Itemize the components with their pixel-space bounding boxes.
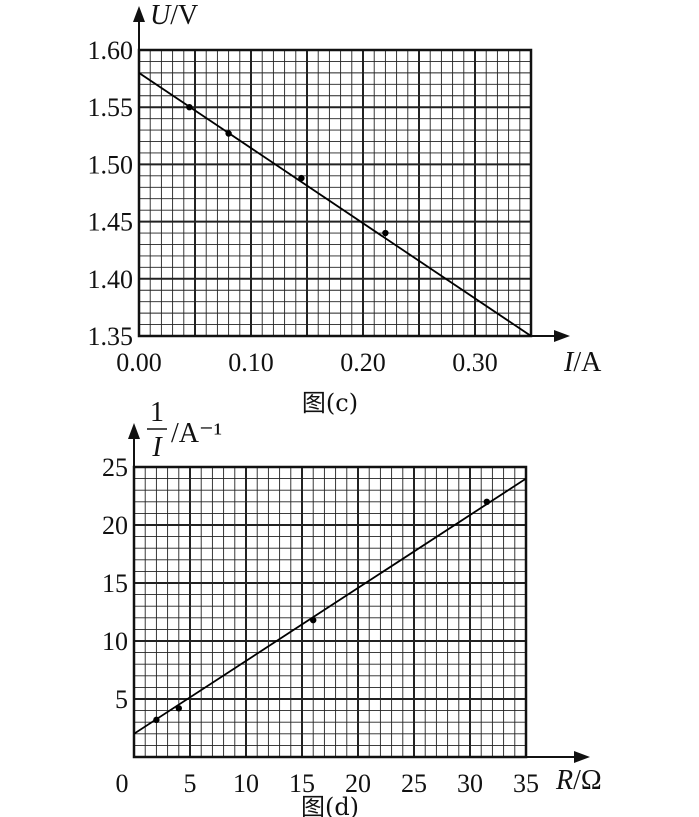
- data-point: [225, 130, 232, 137]
- chart-d-xlabel: R/Ω: [555, 765, 602, 796]
- chart-d-x-axis-arrow: [574, 751, 590, 763]
- data-point: [310, 616, 317, 624]
- y-tick-label: 1.35: [88, 322, 134, 351]
- y-tick-label: 1.50: [88, 150, 134, 179]
- x-tick-label: 15: [289, 769, 315, 798]
- chart-c-plot-frame: [137, 48, 533, 338]
- data-point: [298, 174, 305, 182]
- y-tick-label: 10: [102, 627, 128, 656]
- x-tick-label: 0.20: [340, 348, 386, 377]
- chart-d-ylabel-unit: /A⁻¹: [171, 418, 222, 449]
- x-tick-label: 5: [184, 769, 197, 798]
- y-tick-label: 1.60: [88, 36, 134, 65]
- chart-d-y-axis-arrow: [128, 423, 140, 439]
- y-tick-label: 5: [115, 685, 128, 714]
- chart-d-ylabel-denominator: I: [151, 432, 163, 463]
- y-tick-label: 1.55: [88, 93, 134, 122]
- data-point: [175, 705, 182, 712]
- chart-d-caption: 图(d): [301, 793, 359, 817]
- chart-c-xlabel: I/A: [563, 347, 602, 378]
- chart-d-plot-frame: [132, 465, 528, 759]
- data-point: [483, 498, 490, 505]
- x-tick-label: 35: [513, 769, 539, 798]
- x-tick-label: 20: [345, 769, 371, 798]
- chart-c-x-axis-arrow: [554, 330, 570, 342]
- chart-d: 25 20 15 10 5 0 5 10 15 20 25 30 35 1 I /A⁻¹ R/Ω 图(…: [102, 397, 602, 817]
- chart-d-ylabel-numerator: 1: [150, 397, 164, 428]
- x-tick-label: 0.30: [452, 348, 498, 377]
- x-tick-label: 25: [401, 769, 427, 798]
- y-tick-label: 1.45: [88, 208, 134, 237]
- chart-c-fit-line: [139, 72, 531, 336]
- chart-c-grid: [138, 49, 532, 337]
- y-tick-label: 25: [102, 453, 128, 482]
- x-tick-label: 0.10: [228, 348, 274, 377]
- chart-d-grid: [133, 466, 527, 758]
- chart-c-y-axis-arrow: [133, 6, 145, 22]
- y-tick-label: 1.40: [88, 265, 134, 294]
- data-point: [153, 716, 160, 724]
- x-tick-label: 0.00: [116, 348, 162, 377]
- y-tick-label: 15: [102, 569, 128, 598]
- chart-d-ylabel: 1 I /A⁻¹: [147, 397, 222, 463]
- chart-c-caption: 图(c): [302, 389, 358, 417]
- x-tick-label: 10: [233, 769, 259, 798]
- data-point: [382, 229, 389, 237]
- y-tick-label: 20: [102, 511, 128, 540]
- x-tick-label: 30: [457, 769, 483, 798]
- chart-c-ylabel: U/V: [150, 0, 198, 31]
- x-tick-label: 0: [116, 769, 129, 798]
- chart-c: 1.60 1.55 1.50 1.45 1.40 1.35 0.00 0.10 0.20 0.3…: [88, 0, 603, 417]
- data-point: [186, 104, 193, 111]
- chart-d-fit-line: [134, 477, 526, 735]
